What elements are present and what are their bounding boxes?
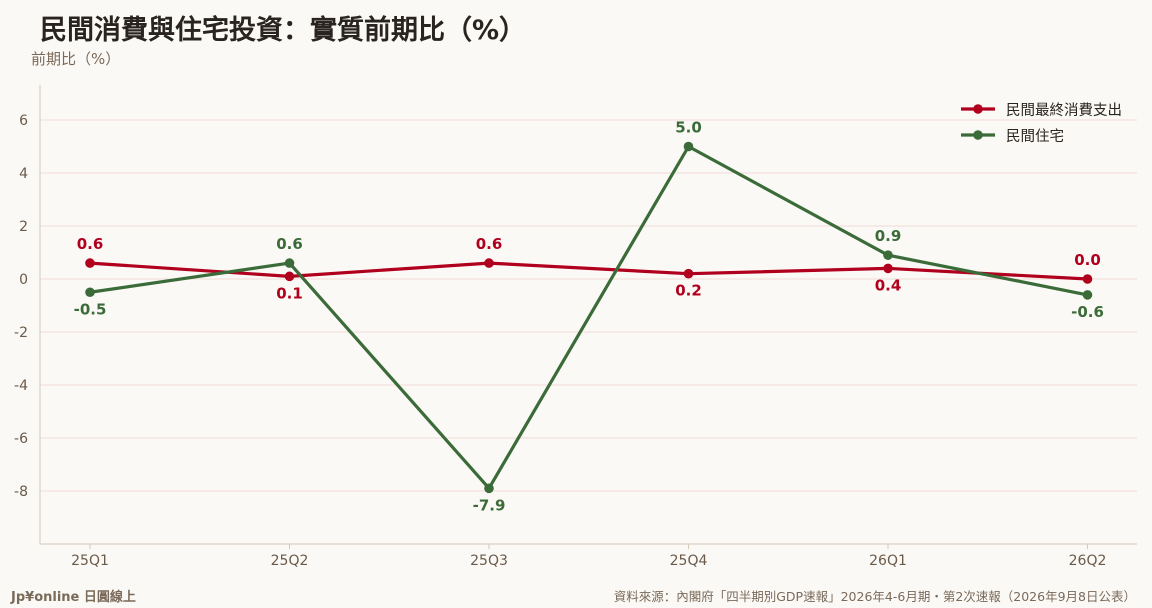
data-point xyxy=(284,271,295,282)
y-tick-label: -2 xyxy=(14,325,28,341)
data-label: 0.2 xyxy=(675,282,702,300)
data-point xyxy=(484,258,494,268)
data-point xyxy=(484,483,494,494)
chart-legend: 民間最終消費支出 民間住宅 xyxy=(960,96,1122,148)
data-point xyxy=(284,258,295,268)
x-tick-label: 25Q3 xyxy=(470,553,508,569)
data-label: 0.4 xyxy=(875,276,902,294)
data-label: 0.6 xyxy=(276,235,303,253)
legend-item-0: 民間最終消費支出 xyxy=(960,96,1122,122)
data-label: -0.5 xyxy=(74,300,107,318)
y-tick-label: -4 xyxy=(14,378,28,394)
data-point xyxy=(683,268,694,279)
series-line-0 xyxy=(88,261,1090,281)
y-tick-label: 2 xyxy=(19,219,28,235)
chart-title: 民間消費與住宅投資：實質前期比（%） xyxy=(40,15,527,46)
data-point xyxy=(1082,274,1093,284)
data-label: 0.1 xyxy=(276,284,303,302)
data-label: 0.0 xyxy=(1074,251,1101,269)
data-label: 0.6 xyxy=(77,235,104,253)
y-tick-label: 4 xyxy=(19,166,28,182)
x-tick-label: 25Q1 xyxy=(71,553,109,569)
legend-swatch xyxy=(961,104,995,114)
y-tick-label: -6 xyxy=(14,431,28,447)
legend-label: 民間最終消費支出 xyxy=(1006,102,1122,119)
series-line-1 xyxy=(88,144,1090,490)
data-point xyxy=(85,258,95,268)
x-tick-label: 26Q1 xyxy=(869,553,907,569)
data-label: 0.9 xyxy=(875,227,902,245)
legend-swatch xyxy=(961,130,995,140)
data-label: 0.6 xyxy=(476,235,503,253)
data-label: -0.6 xyxy=(1071,303,1104,321)
data-point xyxy=(883,250,893,260)
source-note: 資料來源：內閣府「四半期別GDP速報」2026年4-6月期・第2次速報（2026… xyxy=(613,589,1136,604)
brand-logo-text: Jp¥online 日圓線上 xyxy=(11,590,136,605)
y-tick-label: 6 xyxy=(19,113,28,129)
data-point xyxy=(683,141,694,152)
x-tick-label: 25Q4 xyxy=(670,553,708,569)
y-axis-label: 前期比（%） xyxy=(31,50,121,68)
y-tick-label: -8 xyxy=(14,484,28,500)
data-label: -7.9 xyxy=(473,496,506,514)
legend-item-1: 民間住宅 xyxy=(960,122,1122,148)
x-tick-label: 26Q2 xyxy=(1069,553,1107,569)
x-tick-label: 25Q2 xyxy=(271,553,309,569)
data-point xyxy=(85,287,95,298)
legend-label: 民間住宅 xyxy=(1006,128,1064,145)
y-tick-label: 0 xyxy=(19,272,28,288)
data-point xyxy=(1082,290,1093,300)
data-label: 5.0 xyxy=(675,119,702,137)
data-point xyxy=(883,263,893,274)
